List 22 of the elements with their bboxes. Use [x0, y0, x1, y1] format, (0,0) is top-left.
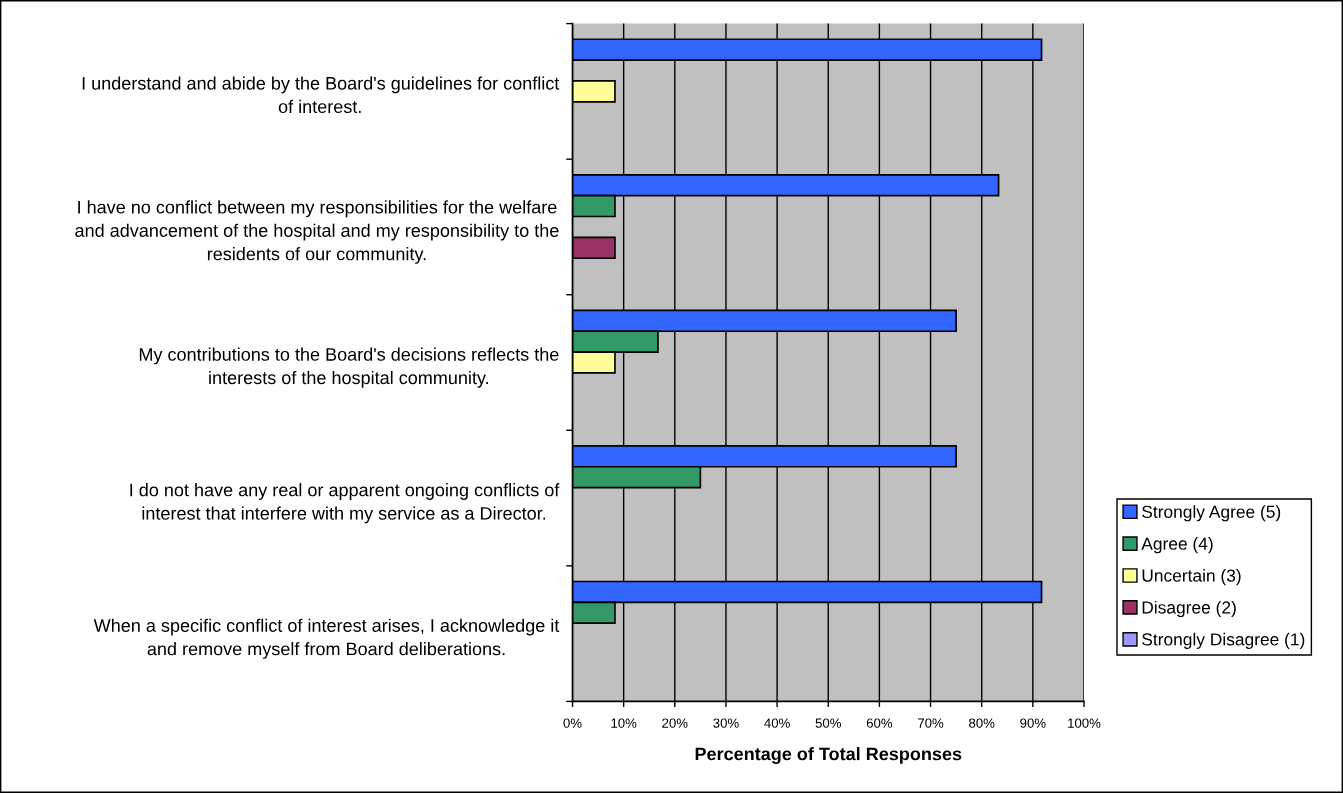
- y-tick-label: When a specific conflict of interest arises, I acknowledge it and remove myself from Board deliberations.: [93, 618, 560, 659]
- legend-label: Strongly Agree (5): [1142, 505, 1281, 522]
- y-tick-label: My contributions to the Board's decisions reflects the interests of the hospital community.: [139, 347, 559, 388]
- x-tick-label: 30%: [713, 718, 739, 728]
- legend-label: Strongly Disagree (1): [1142, 632, 1305, 649]
- x-tick-label: 0%: [563, 718, 582, 728]
- x-tick-label: 10%: [611, 718, 637, 728]
- legend-label: Uncertain (3): [1142, 568, 1241, 586]
- x-tick-label: 100%: [1068, 718, 1101, 728]
- x-axis-title: Percentage of Total Responses: [695, 747, 962, 764]
- x-tick-label: 90%: [1020, 718, 1046, 728]
- y-tick-label: I understand and abide by the Board's guidelines for conflict of interest.: [82, 76, 560, 114]
- legend-label: Agree (4): [1141, 537, 1213, 554]
- x-tick-label: 40%: [764, 718, 790, 728]
- x-tick-label: 80%: [969, 718, 995, 728]
- x-tick-label: 50%: [815, 718, 841, 728]
- y-tick-label: I do not have any real or apparent ongoing conflicts of interest that interfere with my service as a Director.: [130, 483, 560, 524]
- x-tick-label: 70%: [918, 718, 944, 728]
- x-tick-label: 60%: [866, 718, 893, 728]
- x-tick-label: 20%: [662, 718, 688, 728]
- y-tick-label: I have no conflict between my responsibilities for the welfare and advancement of the hospital and my responsibility to the residents of our community.: [75, 200, 559, 264]
- legend-label: Disagree (2): [1142, 600, 1236, 618]
